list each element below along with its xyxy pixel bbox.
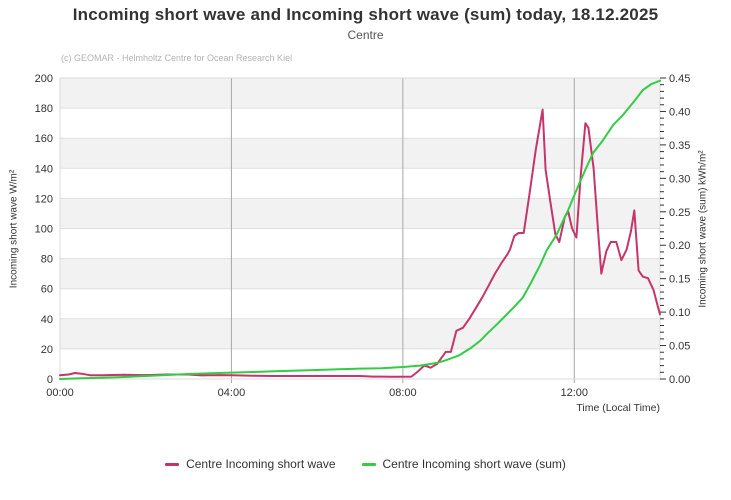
series-swatch-incoming-short-wave-sum bbox=[361, 462, 376, 466]
series-line-1 bbox=[59, 79, 661, 380]
left-axis-title: Incoming short wave W/m² bbox=[8, 169, 20, 289]
plot-band bbox=[60, 78, 660, 109]
left-axis-tick-label: 120 bbox=[35, 193, 53, 205]
right-axis-tick-label: 0.10 bbox=[669, 307, 690, 319]
left-axis-tick-label: 100 bbox=[35, 224, 53, 236]
right-axis-tick-label: 0.00 bbox=[669, 374, 690, 386]
right-axis-tick-label: 0.15 bbox=[669, 274, 690, 286]
left-axis-tick-label: 160 bbox=[35, 133, 53, 145]
right-axis-tick-label: 0.35 bbox=[669, 140, 690, 152]
chart-subtitle: Centre bbox=[347, 28, 384, 42]
legend: Centre Incoming short wave Centre Incomi… bbox=[0, 457, 731, 471]
plot-band bbox=[60, 318, 660, 349]
left-axis-tick-label: 0 bbox=[47, 374, 53, 386]
left-axis-tick-label: 140 bbox=[35, 163, 53, 175]
plot-band bbox=[60, 198, 660, 229]
legend-item-incoming-short-wave[interactable]: Centre Incoming short wave bbox=[165, 457, 336, 471]
right-axis-tick-label: 0.40 bbox=[669, 106, 690, 118]
left-axis-tick-label: 180 bbox=[35, 103, 53, 115]
series-swatch-incoming-short-wave bbox=[165, 462, 180, 466]
right-axis-tick-label: 0.05 bbox=[669, 341, 690, 353]
series-line-0 bbox=[59, 108, 661, 378]
right-axis-tick-label: 0.25 bbox=[669, 207, 690, 219]
right-axis-tick-label: 0.30 bbox=[669, 173, 690, 185]
plot-band bbox=[60, 138, 660, 169]
left-axis-tick-label: 80 bbox=[41, 254, 53, 266]
x-axis-tick-label: 12:00 bbox=[561, 387, 589, 399]
left-axis-tick-label: 60 bbox=[41, 284, 53, 296]
x-axis-tick-label: 04:00 bbox=[218, 387, 246, 399]
plot-band bbox=[60, 258, 660, 289]
x-axis-tick-label: 08:00 bbox=[389, 387, 417, 399]
right-axis-title: Incoming short wave (sum) kWh/m² bbox=[697, 150, 709, 308]
right-axis-tick-label: 0.45 bbox=[669, 73, 690, 85]
right-axis-tick-label: 0.20 bbox=[669, 240, 690, 252]
legend-item-incoming-short-wave-sum[interactable]: Centre Incoming short wave (sum) bbox=[361, 457, 566, 471]
legend-label-incoming-short-wave-sum: Centre Incoming short wave (sum) bbox=[382, 457, 566, 471]
left-axis-tick-label: 20 bbox=[41, 344, 53, 356]
left-axis-tick-label: 200 bbox=[35, 73, 53, 85]
x-axis-title: Time (Local Time) bbox=[576, 402, 660, 414]
credit-text: (c) GEOMAR - Helmholtz Centre for Ocean … bbox=[61, 53, 293, 63]
legend-label-incoming-short-wave: Centre Incoming short wave bbox=[186, 457, 336, 471]
chart-title: Incoming short wave and Incoming short w… bbox=[72, 5, 659, 24]
x-axis-tick-label: 00:00 bbox=[46, 387, 74, 399]
left-axis-tick-label: 40 bbox=[41, 314, 53, 326]
